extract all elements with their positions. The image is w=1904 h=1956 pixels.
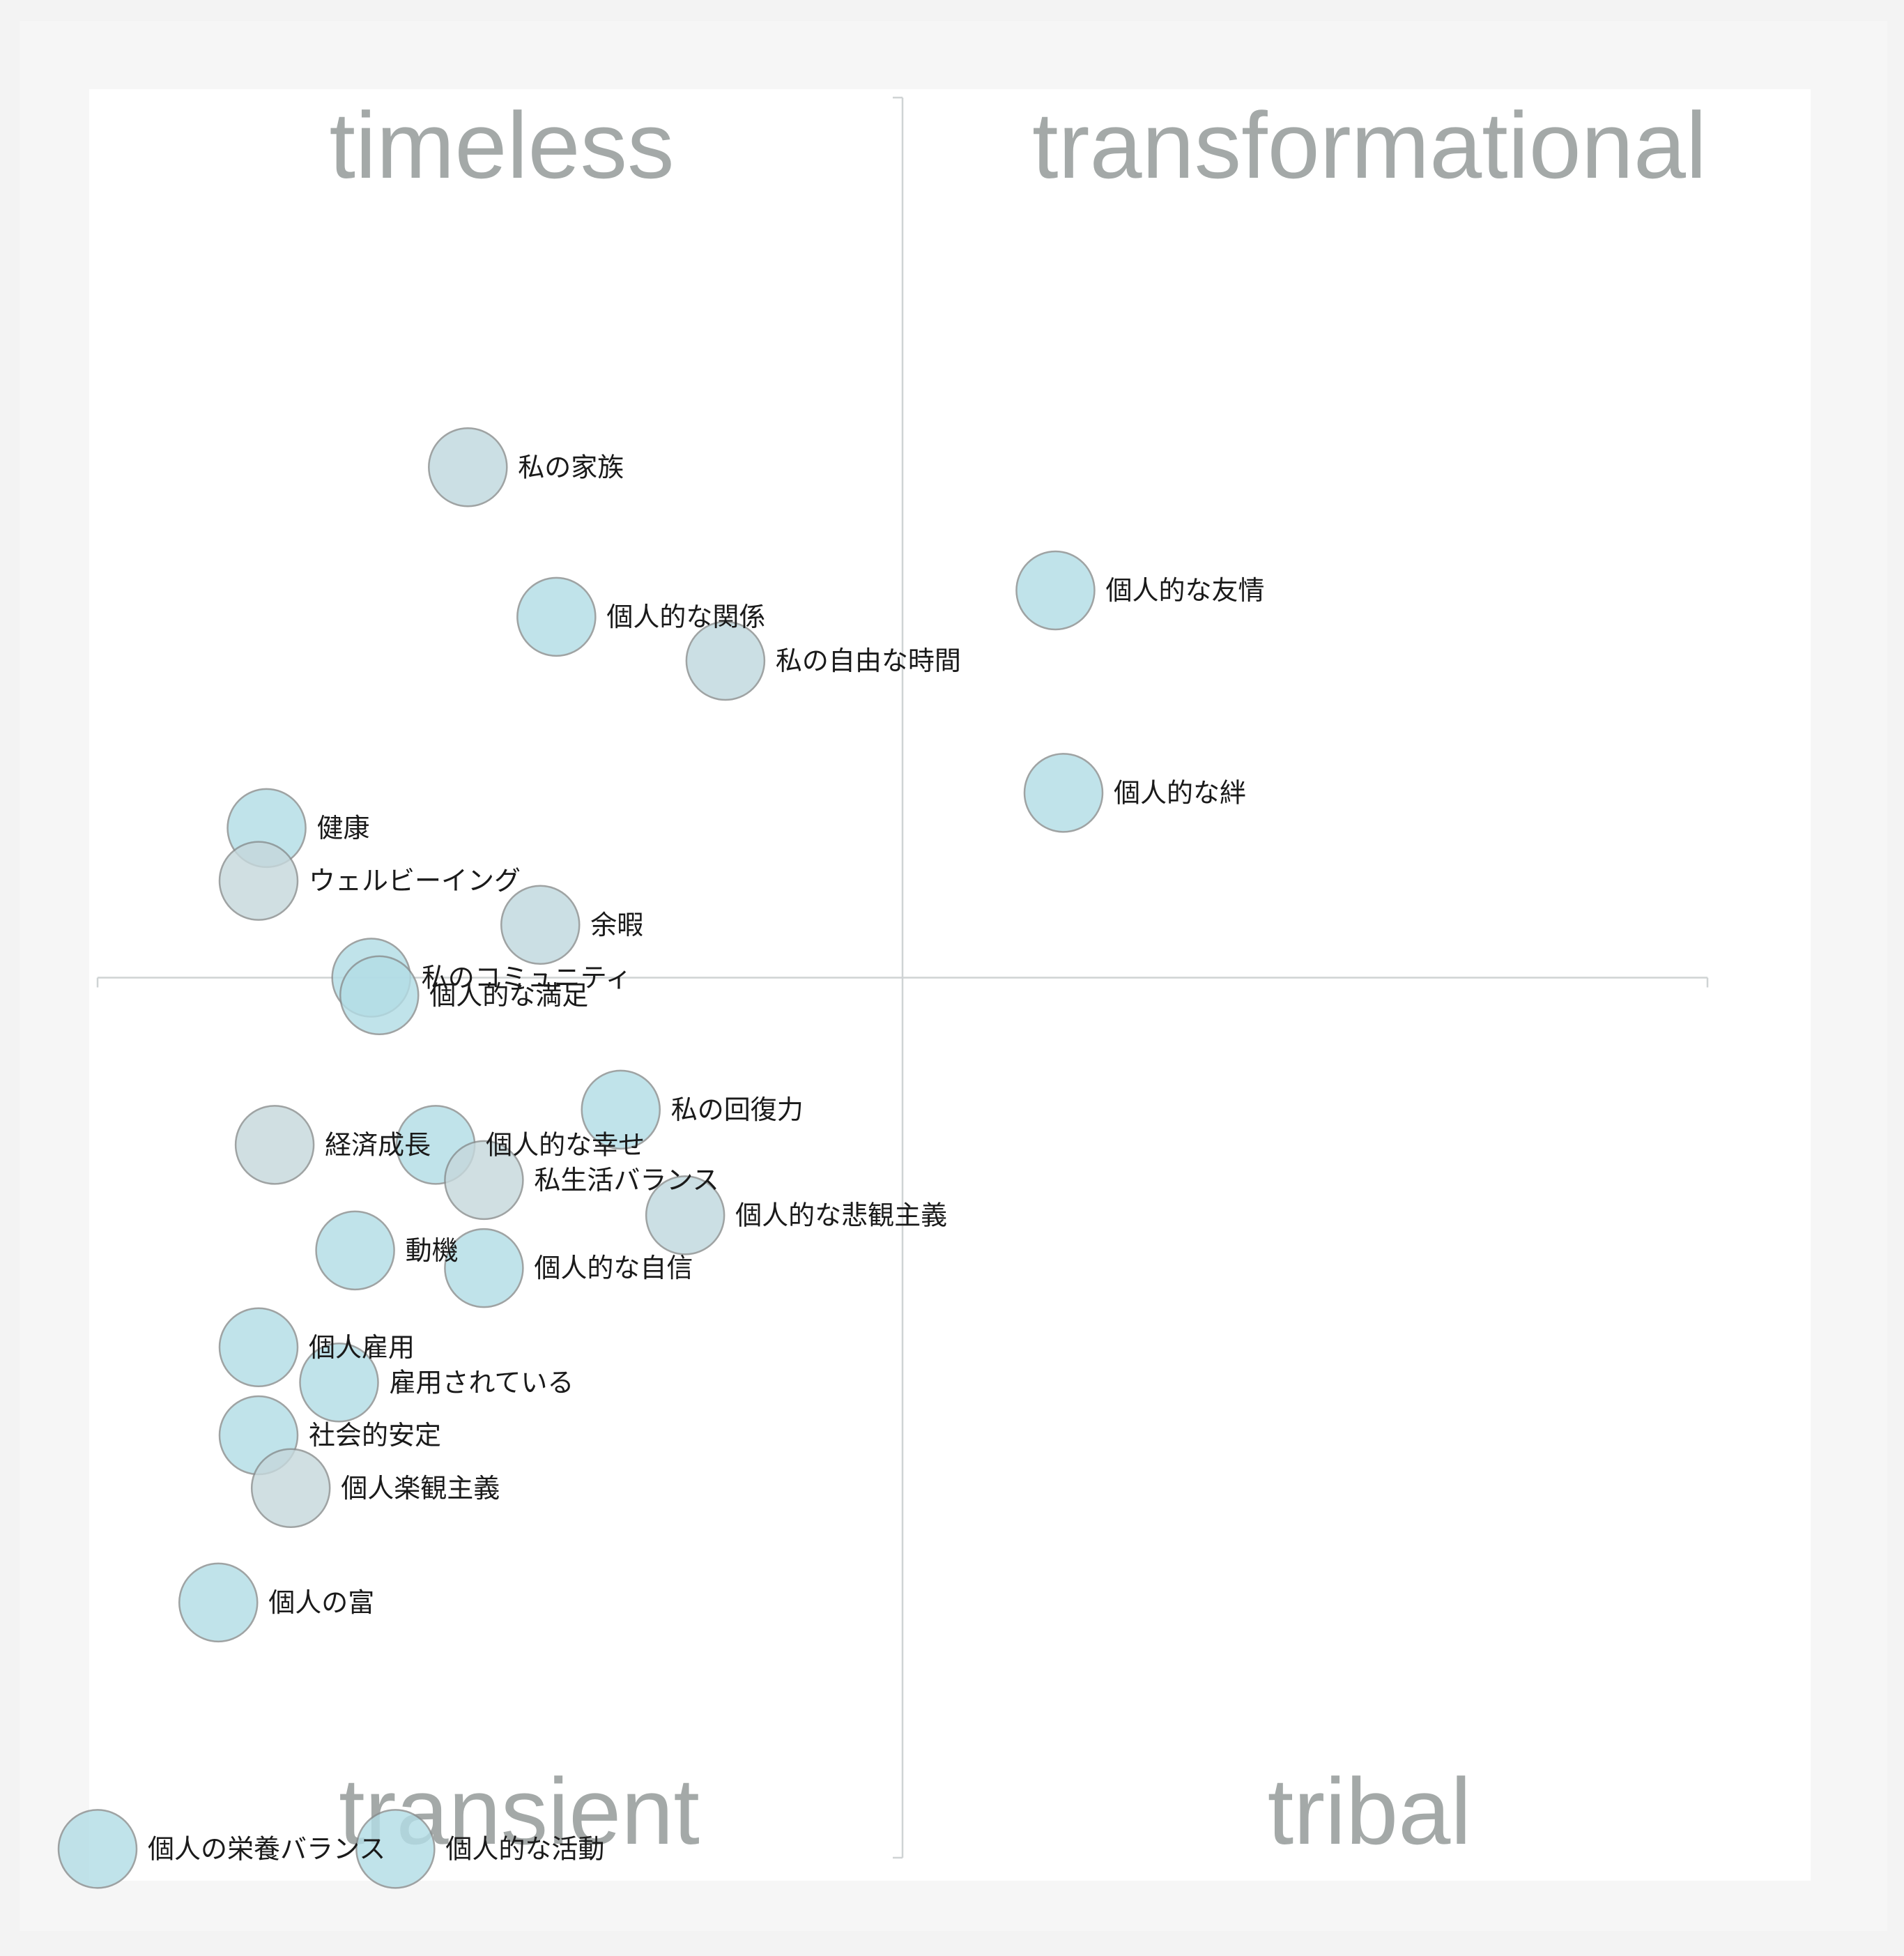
quadrant-label-top-left: timeless — [329, 93, 674, 198]
scatter-point — [250, 1448, 331, 1528]
point-label: 個人的な活動 — [445, 1833, 604, 1864]
point-label: 個人的な悲観主義 — [735, 1200, 947, 1230]
scatter-point — [444, 1228, 524, 1308]
scatter-point — [645, 1175, 725, 1255]
scatter-point — [500, 885, 581, 965]
scatter-point — [339, 955, 420, 1035]
point-label: 経済成長 — [325, 1129, 431, 1160]
scatter-point — [355, 1809, 436, 1889]
point-label: 個人的な関係 — [606, 602, 765, 632]
point-label: 個人雇用 — [309, 1332, 415, 1363]
point-label: 個人的な絆 — [1114, 777, 1246, 808]
scatter-point — [218, 841, 299, 921]
scatter-point — [57, 1809, 138, 1889]
point-label: 私の自由な時間 — [776, 645, 961, 676]
point-label: 個人的な友情 — [1105, 575, 1264, 606]
scatter-point — [444, 1140, 524, 1221]
scatter-point — [178, 1562, 259, 1643]
point-label: 私生活バランス — [534, 1165, 719, 1195]
scatter-point — [299, 1343, 379, 1423]
point-label: 私のコミュニティ — [422, 963, 632, 993]
point-label: ウェルビーイング — [309, 866, 521, 896]
point-label: 個人的な満足 — [429, 980, 588, 1011]
point-label: 個人の富 — [268, 1587, 374, 1618]
point-label: 個人の栄養バランス — [148, 1833, 385, 1864]
point-label: 社会的安定 — [309, 1420, 441, 1451]
scatter-point — [516, 576, 597, 657]
point-label: 私の回復力 — [671, 1094, 804, 1125]
point-label: 私の家族 — [518, 452, 624, 482]
quadrant-label-bottom-right: tribal — [1268, 1759, 1472, 1864]
point-label: 雇用されている — [390, 1367, 574, 1398]
point-label: 動機 — [406, 1235, 459, 1266]
point-label: 余暇 — [590, 910, 643, 940]
point-label: 個人楽観主義 — [341, 1473, 500, 1504]
scatter-point — [218, 1307, 299, 1387]
scatter-point — [685, 620, 766, 701]
scatter-point — [1023, 753, 1104, 833]
quadrant-label-top-right: transformational — [1032, 93, 1707, 198]
scatter-point — [234, 1105, 315, 1185]
scatter-point — [428, 427, 508, 507]
scatter-point — [1015, 550, 1096, 631]
scatter-point — [315, 1210, 395, 1291]
point-label: 個人的な幸せ — [486, 1129, 645, 1160]
point-label: 健康 — [317, 813, 370, 843]
scatter-point — [581, 1069, 661, 1150]
point-label: 個人的な自信 — [534, 1253, 693, 1283]
